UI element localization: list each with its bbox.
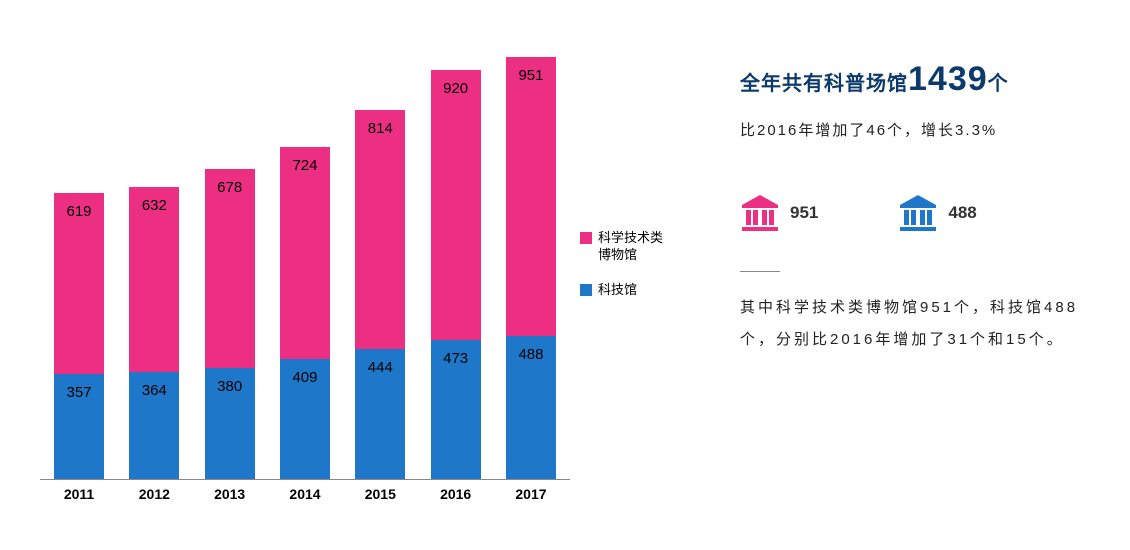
stat-item: 951	[740, 195, 818, 231]
legend-item: 科技馆	[580, 282, 668, 299]
bar-value-label: 632	[142, 197, 167, 214]
bar-segment: 409	[280, 359, 330, 479]
x-axis-label: 2017	[500, 486, 562, 502]
bar-segment: 951	[506, 57, 556, 336]
bar-stack: 473 920	[431, 70, 481, 479]
x-axis-label: 2013	[199, 486, 261, 502]
bar-value-label: 488	[518, 346, 543, 363]
x-axis-label: 2016	[425, 486, 487, 502]
legend-swatch	[580, 284, 592, 296]
bar-stack: 444 814	[355, 110, 405, 479]
bar-segment: 619	[54, 193, 104, 375]
bar-value-label: 364	[142, 382, 167, 399]
bar-segment: 364	[129, 372, 179, 479]
bar-value-label: 724	[292, 157, 317, 174]
bar-segment: 357	[54, 374, 104, 479]
bar-segment: 678	[205, 169, 255, 368]
bar-value-label: 357	[66, 384, 91, 401]
bar-segment: 814	[355, 110, 405, 349]
right-panel: 全年共有科普场馆1439个 比2016年增加了46个，增长3.3% 951 48…	[740, 60, 1100, 355]
bar-segment: 444	[355, 349, 405, 479]
stat-value: 488	[948, 203, 976, 223]
headline-suffix: 个	[988, 73, 1009, 95]
bar-group: 473 920	[425, 70, 487, 479]
bar-group: 380 678	[199, 169, 261, 479]
bar-value-label: 619	[66, 203, 91, 220]
bar-stack: 409 724	[280, 147, 330, 479]
bar-stack: 357 619	[54, 193, 104, 479]
bar-group: 409 724	[274, 147, 336, 479]
bar-value-label: 409	[292, 369, 317, 386]
bar-segment: 473	[431, 340, 481, 479]
subline: 比2016年增加了46个，增长3.3%	[740, 119, 1100, 140]
divider	[740, 271, 780, 272]
legend-label: 科学技术类 博物馆	[598, 230, 668, 264]
bar-group: 488 951	[500, 57, 562, 479]
bar-stack: 380 678	[205, 169, 255, 479]
bar-segment: 488	[506, 336, 556, 479]
bar-group: 357 619	[48, 193, 110, 479]
bar-value-label: 678	[217, 179, 242, 196]
museum-icon	[898, 195, 938, 231]
legend-label: 科技馆	[598, 282, 637, 299]
bar-value-label: 814	[368, 120, 393, 137]
x-axis-label: 2012	[123, 486, 185, 502]
bar-value-label: 380	[217, 378, 242, 395]
bar-value-label: 473	[443, 350, 468, 367]
x-axis-label: 2014	[274, 486, 336, 502]
x-axis-labels: 2011 2012 2013 2014 2015 2016 2017	[40, 486, 570, 502]
stat-item: 488	[898, 195, 976, 231]
body-text: 其中科学技术类博物馆951个，科技馆488个，分别比2016年增加了31个和15…	[740, 292, 1100, 355]
headline-number: 1439	[908, 60, 988, 98]
bar-segment: 380	[205, 368, 255, 479]
bar-value-label: 920	[443, 80, 468, 97]
bar-group: 364 632	[123, 187, 185, 479]
bar-value-label: 444	[368, 359, 393, 376]
legend-swatch	[580, 232, 592, 244]
bars-container: 357 619 364 632 380 678 409 724 444 814 473 920 488 9…	[40, 40, 570, 480]
bar-group: 444 814	[349, 110, 411, 479]
bar-segment: 632	[129, 187, 179, 372]
bar-stack: 364 632	[129, 187, 179, 479]
headline-prefix: 全年共有科普场馆	[740, 73, 908, 95]
chart-area: 357 619 364 632 380 678 409 724 444 814 473 920 488 9…	[40, 40, 600, 510]
stat-value: 951	[790, 203, 818, 223]
x-axis-label: 2015	[349, 486, 411, 502]
stat-row: 951 488	[740, 195, 1100, 231]
legend-item: 科学技术类 博物馆	[580, 230, 668, 264]
legend: 科学技术类 博物馆 科技馆	[580, 230, 668, 317]
bar-segment: 724	[280, 147, 330, 359]
headline: 全年共有科普场馆1439个	[740, 60, 1100, 99]
bar-segment: 920	[431, 70, 481, 340]
bar-stack: 488 951	[506, 57, 556, 479]
museum-icon	[740, 195, 780, 231]
bar-value-label: 951	[518, 67, 543, 84]
x-axis-label: 2011	[48, 486, 110, 502]
